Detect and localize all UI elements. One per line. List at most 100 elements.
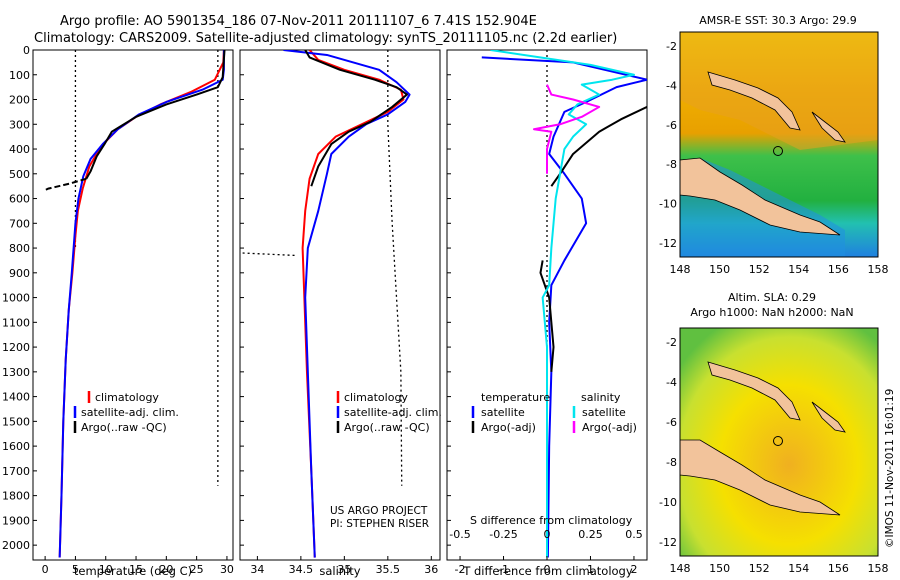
lon-tick-label: 150: [709, 562, 730, 575]
series-argo: [85, 50, 226, 180]
pi-annotation: PI: STEPHEN RISER: [330, 518, 429, 530]
depth-tick-label: 900: [9, 267, 30, 280]
depth-tick-labels: 0 100 200 300 400 500 600 700 800 900 1000 1100 1200…: [2, 44, 451, 552]
legend-label-t-satellite: satellite: [481, 406, 525, 419]
depth-tick-label: 1700: [2, 465, 30, 478]
x-tick-label: 30: [220, 563, 234, 576]
deep-ref-dotted-line: [242, 252, 297, 257]
legend-label-argo: Argo(..raw -QC): [344, 421, 430, 434]
x2-tick-label: -0.5: [449, 528, 470, 541]
sla-map-title-line1: Altim. SLA: 0.29: [728, 291, 816, 304]
x-tick-label: 2: [630, 563, 637, 576]
difference-legend: temperature salinity satellite Argo(-adj…: [470, 391, 637, 527]
x-tick-label: 10: [99, 563, 113, 576]
depth-tick-label: 1600: [2, 440, 30, 453]
x-tick-label: 36: [424, 563, 438, 576]
series-s-argo: [532, 84, 601, 174]
depth-tick-label: 400: [9, 143, 30, 156]
lat-tick-label: -4: [666, 376, 677, 389]
lon-tick-label: 152: [749, 562, 770, 575]
series-argo-dashed: [42, 177, 87, 193]
depth-tick-label: 1000: [2, 292, 30, 305]
x2-tick-label: 0: [544, 528, 551, 541]
x-tick-label: -2: [455, 563, 466, 576]
temperature-axes: [32, 49, 234, 561]
series-t-argo-deep: [539, 260, 555, 372]
imos-timestamp: ©IMOS 11-Nov-2011 16:01:19: [884, 389, 896, 548]
legend-label-satellite: satellite-adj. clim.: [81, 406, 179, 419]
figure-title-line2: Climatology: CARS2009. Satellite-adjuste…: [34, 31, 617, 46]
clim-ref-dotted-line: [387, 50, 403, 486]
sla-bougainville: [811, 401, 846, 433]
sst-warm-patch: [680, 32, 878, 150]
lat-tick-label: -10: [659, 198, 677, 211]
lon-tick-label: 152: [749, 263, 770, 276]
lon-tick-label: 158: [868, 263, 889, 276]
depth-tick-label: 1300: [2, 366, 30, 379]
lon-tick-label: 156: [828, 562, 849, 575]
legend-label-climatology: climatology: [95, 391, 159, 404]
sst-map-frame: [679, 31, 879, 258]
x-tick-label: 5: [72, 563, 79, 576]
depth-tick-label: 500: [9, 168, 30, 181]
sst-new-britain: [707, 71, 801, 131]
x-tick-label: 0: [544, 563, 551, 576]
depth-tick-label: 1200: [2, 341, 30, 354]
x-tick-labels: 0 5 10 15 20 25 30 34 34.5 35 35.5 36 -2 -1 0 1 2 -0.5 -0.…: [42, 528, 643, 576]
depth-tick-label: 1800: [2, 490, 30, 503]
depth-tick-label: 2000: [2, 539, 30, 552]
sst-argo-location: [773, 146, 783, 156]
x2-tick-label: 0.25: [578, 528, 603, 541]
series-t-argo: [550, 106, 647, 187]
series-satellite: [58, 50, 225, 558]
series-satellite: [283, 50, 411, 558]
depth-tick-label: 300: [9, 118, 30, 131]
depth-tick-label: 1500: [2, 415, 30, 428]
series-argo: [304, 50, 408, 187]
project-annotation: US ARGO PROJECT: [330, 505, 428, 517]
temperature-plot: [42, 50, 226, 558]
difference-plot: [481, 50, 647, 560]
x-tick-label: 34: [250, 563, 264, 576]
sla-map-frame: [679, 327, 879, 557]
lon-tick-label: 154: [788, 562, 809, 575]
lat-tick-label: -10: [659, 496, 677, 509]
lon-tick-label: 156: [828, 263, 849, 276]
series-climatology: [58, 50, 225, 558]
figure-title-line1: Argo profile: AO 5901354_186 07-Nov-2011…: [60, 14, 537, 29]
map-tick-labels: 148 150 152 154 156 158 -2 -4 -6 -8 -10 -12 148 150 15…: [659, 40, 888, 575]
lon-tick-label: 148: [670, 263, 691, 276]
depth-tick-label: 100: [9, 69, 30, 82]
legend-label-s-satellite: satellite: [582, 406, 626, 419]
lat-tick-label: -4: [666, 79, 677, 92]
sla-png-mainland: [679, 439, 841, 516]
lon-tick-label: 150: [709, 263, 730, 276]
series-s-satellite: [490, 50, 635, 558]
difference-xlabel: T difference from climatology: [462, 564, 633, 578]
x-tick-label: 35: [337, 563, 351, 576]
x2-tick-label: -0.25: [489, 528, 517, 541]
lon-tick-label: 158: [868, 562, 889, 575]
lat-tick-label: -12: [659, 536, 677, 549]
depth-tick-label: 1400: [2, 391, 30, 404]
salinity-legend: climatology satellite-adj. clim. Argo(..…: [330, 391, 442, 530]
x2-tick-label: 0.5: [625, 528, 643, 541]
lon-tick-label: 148: [670, 562, 691, 575]
legend-label-satellite: satellite-adj. clim.: [344, 406, 442, 419]
x-tick-label: 15: [129, 563, 143, 576]
x-tick-label: 1: [587, 563, 594, 576]
salinity-plot: [242, 50, 411, 558]
lat-tick-label: -6: [666, 119, 677, 132]
sla-map-title-line2: Argo h1000: NaN h2000: NaN: [690, 306, 853, 319]
sla-map: [679, 328, 878, 556]
lat-tick-label: -12: [659, 237, 677, 250]
depth-tick-label: 1100: [2, 316, 30, 329]
sst-map-title: AMSR-E SST: 30.3 Argo: 29.9: [699, 14, 857, 27]
lat-tick-label: -6: [666, 416, 677, 429]
salinity-axes: [239, 49, 441, 561]
temperature-xlabel: temperature (deg C): [74, 564, 192, 578]
sst-bougainville: [811, 111, 846, 143]
legend-header-salinity: salinity: [581, 391, 621, 404]
salinity-xlabel: salinity: [319, 564, 360, 578]
